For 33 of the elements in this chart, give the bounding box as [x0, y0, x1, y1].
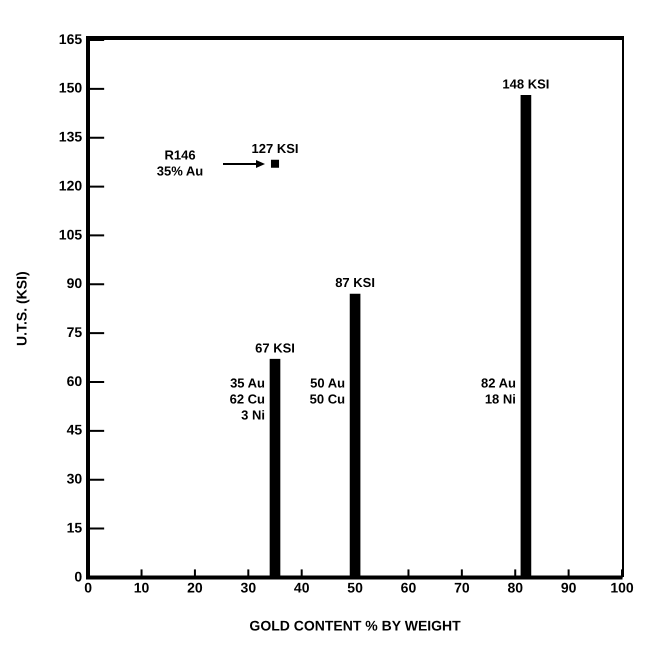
- annotation: 35 Au 62 Cu 3 Ni: [230, 376, 266, 423]
- x-axis-title: GOLD CONTENT % BY WEIGHT: [249, 617, 462, 634]
- x-tick-label: 60: [400, 580, 416, 596]
- data-label: 87 KSI: [335, 275, 375, 290]
- y-tick-label: 75: [66, 324, 82, 340]
- x-tick-label: 10: [134, 580, 150, 596]
- y-tick-label: 165: [58, 30, 82, 47]
- x-tick-label: 70: [454, 580, 470, 596]
- y-tick-label: 0: [74, 568, 82, 584]
- annotation: R146 35% Au: [156, 147, 204, 178]
- x-tick-label: 80: [507, 580, 524, 596]
- x-tick-label: 30: [240, 580, 256, 596]
- data-label: 127 KSI: [252, 140, 298, 156]
- x-tick-label: 50: [347, 580, 364, 596]
- x-tick-label: 20: [187, 580, 203, 596]
- y-tick-label: 105: [58, 226, 82, 242]
- y-tick-label: 120: [58, 177, 82, 194]
- y-tick-label: 45: [66, 422, 82, 438]
- y-tick-label: 15: [66, 519, 82, 536]
- data-label: 148 KSI: [502, 76, 550, 92]
- y-axis-title: U.T.S. (KSI): [13, 271, 30, 346]
- y-tick-label: 150: [58, 80, 82, 96]
- annotation: 82 Au 18 Ni: [480, 376, 516, 407]
- x-tick-label: 0: [84, 580, 92, 596]
- x-tick-label: 40: [294, 580, 310, 596]
- y-tick-label: 30: [66, 470, 82, 487]
- data-label: 67 KSI: [255, 340, 295, 356]
- x-tick-label: 90: [560, 580, 577, 596]
- y-tick-label: 135: [58, 128, 82, 145]
- annotation: 50 Au 50 Cu: [310, 376, 346, 407]
- x-tick-label: 100: [610, 580, 634, 596]
- y-tick-label: 60: [66, 372, 82, 389]
- y-tick-label: 90: [66, 275, 82, 292]
